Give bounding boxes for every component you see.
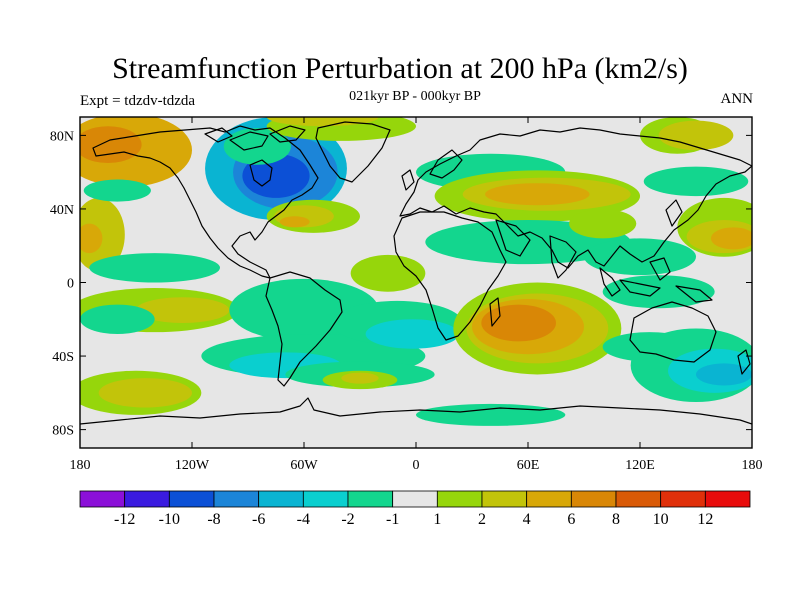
coastline-antarctica [80,397,752,425]
field-contour-17 [279,216,310,228]
coastline-hudson-bay [249,159,273,187]
colorbar-label: -6 [252,511,265,528]
lon-tick-label: 180 [742,458,763,473]
field-contour-40 [710,227,752,250]
field-contour-51 [416,403,566,426]
lat-tick-label: 0 [67,277,74,292]
coastline-south-america [265,271,343,387]
colorbar-swatch [615,490,662,508]
colorbar-swatch [704,490,751,508]
lat-tick-label: 40S [52,350,74,365]
colorbar-swatch [168,490,215,508]
experiment-label: Expt = tdzdv-tdzda [80,93,196,109]
field-contour-46 [602,275,715,309]
colorbar-label: -12 [114,511,135,528]
coastline-new-zealand [737,349,751,375]
lon-tick-label: 180 [70,458,91,473]
lon-tick-label: 60E [517,458,540,473]
colorbar-label: 4 [523,511,531,528]
colorbar-swatch [302,490,349,508]
colorbar-label: -2 [341,511,354,528]
coastline-scandinavia [429,149,463,179]
field-contour-2 [80,197,125,272]
field-contour-37 [658,120,734,151]
field-contour-6 [136,297,230,323]
map-axes: 80N 40N 0 40S 80S 180 120W 60W 0 60E 120E 180 [50,117,763,473]
field-contour-32 [485,183,590,206]
chart-title: Streamfunction Perturbation at 200 hPa (… [112,52,688,85]
coastline-north-america [92,125,319,279]
colorbar-swatch [347,490,394,508]
season-label: ANN [720,91,754,107]
lat-tick-label: 80S [52,424,74,439]
coastline-australia [629,301,717,363]
coastline-arctic-islands [204,125,306,151]
colorbar-label: 2 [478,511,486,528]
colorbar-swatch [436,490,483,508]
field-contour-41 [643,166,749,197]
lat-tick-label: 80N [50,129,74,144]
colorbar-label: -10 [159,511,180,528]
colorbar-swatch [526,490,572,508]
coastline-japan [665,199,683,227]
field-contour-26 [350,254,426,292]
field-contour-4 [89,253,220,283]
lat-tick-label: 40N [50,203,74,218]
colorbar-swatch [392,490,438,508]
coastline-madagascar [489,297,501,327]
field-contour-35 [569,208,637,239]
lon-tick-label: 60W [290,458,318,473]
coastline-southeast-asia [599,257,713,303]
coastline-africa [393,211,507,341]
field-contour-7 [80,304,155,334]
field-contour-10 [83,179,151,202]
field-contour-45 [481,304,556,342]
colorbar: -12 -10 -8 -6 -4 -2 -1 1 2 4 6 8 10 12 [79,490,751,528]
colorbar-swatch [124,490,170,508]
field-contour-19 [266,117,379,127]
coastline-eurasia [399,127,752,269]
colorbar-label: 12 [697,511,713,528]
colorbar-swatch [481,490,528,508]
coastline-british-isles [401,169,415,191]
field-contour-3 [80,223,103,254]
lon-tick-label: 120E [625,458,655,473]
field-contour-1 [80,126,142,163]
field-contour-50 [696,363,752,386]
field-contour-9 [98,378,192,408]
coastline-layer [80,121,752,425]
lon-tick-label: 120W [175,458,210,473]
colorbar-swatch [258,490,304,508]
colorbar-swatch [79,490,126,508]
field-contour-28 [365,319,459,349]
colorbar-label: -4 [297,511,310,528]
colorbar-label: 6 [567,511,575,528]
coastline-india [549,235,577,279]
colorbar-label: 1 [433,511,441,528]
colorbar-label: 8 [612,511,620,528]
colorbar-label: -1 [386,511,399,528]
colorbar-label: 10 [653,511,669,528]
field-contour-25 [341,372,379,384]
field-layer [80,117,752,448]
colorbar-swatch [660,490,706,508]
coastline-greenland [315,121,391,183]
colorbar-swatch [213,490,260,508]
coastline-arabia [495,219,531,257]
lon-tick-label: 0 [413,458,420,473]
field-contour-13 [242,153,310,198]
chart-subtitle: 021kyr BP - 000kyr BP [349,89,481,104]
colorbar-swatch [570,490,617,508]
colorbar-label: -8 [207,511,220,528]
